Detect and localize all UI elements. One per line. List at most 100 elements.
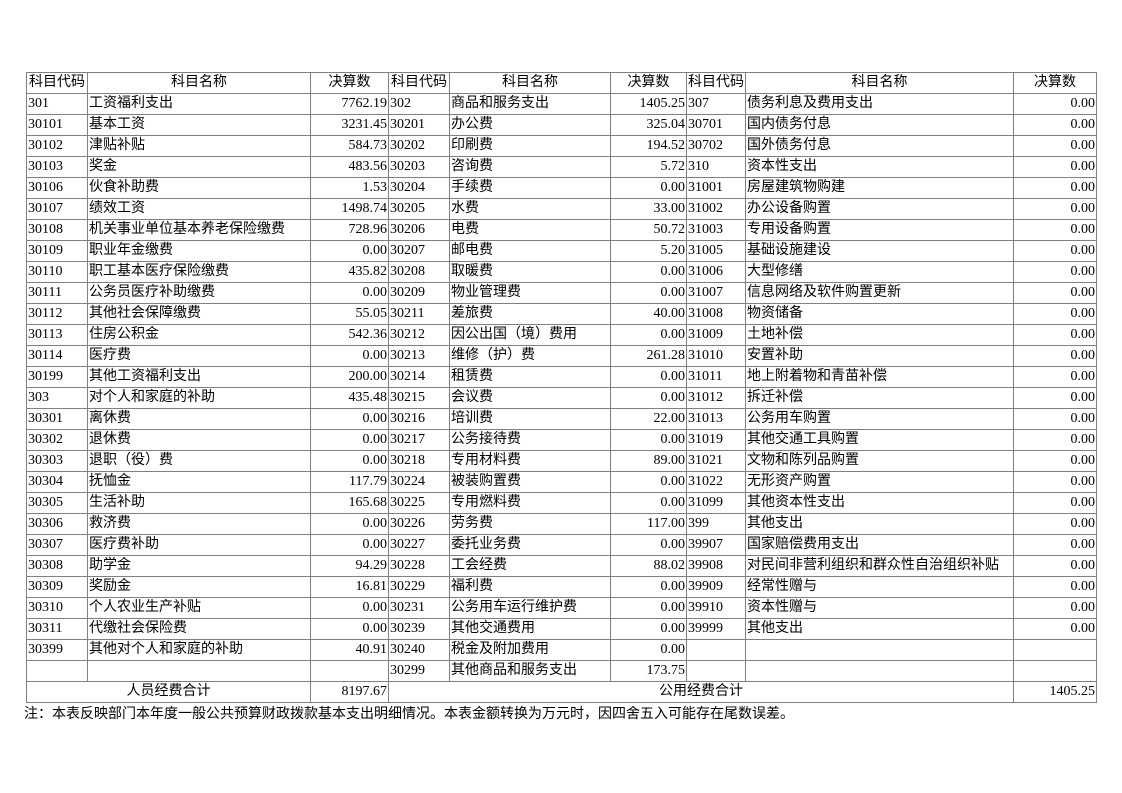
cell-amount: 0.00 bbox=[1013, 93, 1097, 115]
cell-amount: 0.00 bbox=[1013, 513, 1097, 535]
table-row: 30107 绩效工资 1498.74 30205 水费 33.00 31002 办公设备购置 0… bbox=[26, 198, 1097, 220]
cell-amount: 0.00 bbox=[1013, 177, 1097, 199]
cell-code: 30113 bbox=[26, 324, 88, 346]
cell-code: 30110 bbox=[26, 261, 88, 283]
cell-code: 30101 bbox=[26, 114, 88, 136]
cell-code: 30399 bbox=[26, 639, 88, 661]
cell-code: 301 bbox=[26, 93, 88, 115]
public-total-value: 1405.25 bbox=[1013, 681, 1097, 703]
table-row: 30299 其他商品和服务支出 173.75 bbox=[26, 660, 1097, 682]
cell-amount: 1405.25 bbox=[610, 93, 687, 115]
cell-amount: 0.00 bbox=[1013, 366, 1097, 388]
cell-code: 30215 bbox=[388, 387, 450, 409]
cell-name: 其他商品和服务支出 bbox=[449, 660, 611, 682]
cell-name: 物业管理费 bbox=[449, 282, 611, 304]
cell-code: 30201 bbox=[388, 114, 450, 136]
cell-amount: 5.20 bbox=[610, 240, 687, 262]
cell-code: 30109 bbox=[26, 240, 88, 262]
cell-amount: 261.28 bbox=[610, 345, 687, 367]
cell-code: 30211 bbox=[388, 303, 450, 325]
table-row: 30114 医疗费 0.00 30213 维修（护）费 261.28 31010 安置补助 0.… bbox=[26, 345, 1097, 367]
public-total-label: 公用经费合计 bbox=[388, 681, 1014, 703]
cell-name: 债务利息及费用支出 bbox=[745, 93, 1014, 115]
cell-code: 31007 bbox=[686, 282, 746, 304]
table-row: 30106 伙食补助费 1.53 30204 手续费 0.00 31001 房屋建筑物购建 0.… bbox=[26, 177, 1097, 199]
cell-name: 助学金 bbox=[87, 555, 311, 577]
cell-amount: 5.72 bbox=[610, 156, 687, 178]
cell-name: 差旅费 bbox=[449, 303, 611, 325]
cell-code: 30213 bbox=[388, 345, 450, 367]
cell-name: 维修（护）费 bbox=[449, 345, 611, 367]
cell-amount: 16.81 bbox=[310, 576, 389, 598]
cell-name: 基础设施建设 bbox=[745, 240, 1014, 262]
cell-name: 拆迁补偿 bbox=[745, 387, 1014, 409]
cell-name: 专用燃料费 bbox=[449, 492, 611, 514]
cell-name: 其他工资福利支出 bbox=[87, 366, 311, 388]
cell-amount: 0.00 bbox=[610, 282, 687, 304]
cell-amount: 88.02 bbox=[610, 555, 687, 577]
cell-amount: 117.79 bbox=[310, 471, 389, 493]
cell-name: 工资福利支出 bbox=[87, 93, 311, 115]
cell-code: 30214 bbox=[388, 366, 450, 388]
cell-name: 其他资本性支出 bbox=[745, 492, 1014, 514]
cell-name: 办公设备购置 bbox=[745, 198, 1014, 220]
cell-name: 抚恤金 bbox=[87, 471, 311, 493]
cell-amount: 0.00 bbox=[1013, 282, 1097, 304]
table-row: 30305 生活补助 165.68 30225 专用燃料费 0.00 31099 其他资本性支… bbox=[26, 492, 1097, 514]
cell-code: 31010 bbox=[686, 345, 746, 367]
cell-code: 31001 bbox=[686, 177, 746, 199]
cell-amount: 0.00 bbox=[610, 639, 687, 661]
cell-amount bbox=[1013, 639, 1097, 661]
table-row: 30308 助学金 94.29 30228 工会经费 88.02 39908 对民间非营利组织… bbox=[26, 555, 1097, 577]
cell-code: 30216 bbox=[388, 408, 450, 430]
table-row: 30302 退休费 0.00 30217 公务接待费 0.00 31019 其他交通工具购置 0… bbox=[26, 429, 1097, 451]
cell-amount: 0.00 bbox=[1013, 261, 1097, 283]
table-row: 30304 抚恤金 117.79 30224 被装购置费 0.00 31022 无形资产购置 0… bbox=[26, 471, 1097, 493]
cell-code: 30306 bbox=[26, 513, 88, 535]
table-row: 30306 救济费 0.00 30226 劳务费 117.00 399 其他支出 0.00 bbox=[26, 513, 1097, 535]
cell-amount: 40.91 bbox=[310, 639, 389, 661]
cell-amount: 7762.19 bbox=[310, 93, 389, 115]
table-row: 30112 其他社会保障缴费 55.05 30211 差旅费 40.00 31008 物资储备… bbox=[26, 303, 1097, 325]
cell-code: 30307 bbox=[26, 534, 88, 556]
cell-name: 被装购置费 bbox=[449, 471, 611, 493]
cell-amount: 0.00 bbox=[310, 282, 389, 304]
cell-name: 会议费 bbox=[449, 387, 611, 409]
cell-name: 专用材料费 bbox=[449, 450, 611, 472]
cell-name bbox=[745, 660, 1014, 682]
cell-code: 31005 bbox=[686, 240, 746, 262]
cell-amount: 3231.45 bbox=[310, 114, 389, 136]
cell-name: 因公出国（境）费用 bbox=[449, 324, 611, 346]
table-row: 30101 基本工资 3231.45 30201 办公费 325.04 30701 国内债务付… bbox=[26, 114, 1097, 136]
cell-code: 30228 bbox=[388, 555, 450, 577]
cell-name: 商品和服务支出 bbox=[449, 93, 611, 115]
cell-name: 办公费 bbox=[449, 114, 611, 136]
header-row: 科目代码 科目名称 决算数 科目代码 科目名称 决算数 科目代码 科目名称 决算… bbox=[26, 72, 1097, 94]
cell-name: 公务用车运行维护费 bbox=[449, 597, 611, 619]
cell-code: 30702 bbox=[686, 135, 746, 157]
cell-code: 39909 bbox=[686, 576, 746, 598]
cell-amount: 0.00 bbox=[1013, 429, 1097, 451]
cell-code: 30208 bbox=[388, 261, 450, 283]
cell-name: 租赁费 bbox=[449, 366, 611, 388]
cell-code bbox=[686, 639, 746, 661]
cell-name: 劳务费 bbox=[449, 513, 611, 535]
cell-amount: 0.00 bbox=[610, 387, 687, 409]
cell-name: 土地补偿 bbox=[745, 324, 1014, 346]
header-code: 科目代码 bbox=[686, 72, 746, 94]
header-amount: 决算数 bbox=[310, 72, 389, 94]
cell-amount bbox=[310, 660, 389, 682]
cell-code: 303 bbox=[26, 387, 88, 409]
cell-amount: 0.00 bbox=[610, 492, 687, 514]
cell-amount: 0.00 bbox=[610, 576, 687, 598]
cell-code: 30107 bbox=[26, 198, 88, 220]
cell-amount: 194.52 bbox=[610, 135, 687, 157]
cell-code: 30308 bbox=[26, 555, 88, 577]
cell-code: 30112 bbox=[26, 303, 88, 325]
cell-name: 其他社会保障缴费 bbox=[87, 303, 311, 325]
cell-name: 取暖费 bbox=[449, 261, 611, 283]
cell-name: 培训费 bbox=[449, 408, 611, 430]
cell-amount: 173.75 bbox=[610, 660, 687, 682]
cell-amount: 0.00 bbox=[310, 240, 389, 262]
table-row: 30309 奖励金 16.81 30229 福利费 0.00 39909 经常性赠与 0.00 bbox=[26, 576, 1097, 598]
